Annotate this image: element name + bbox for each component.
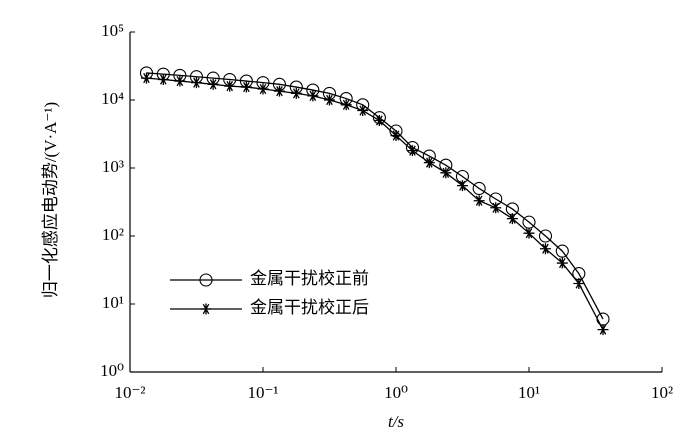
data-point [157, 74, 169, 86]
x-tick-label: 10⁰ [384, 383, 408, 402]
y-tick-label: 10² [102, 225, 124, 244]
data-point [224, 80, 236, 92]
x-axis-label: t/s [388, 412, 404, 431]
data-point [140, 72, 152, 84]
data-point [340, 99, 352, 111]
series-line [146, 72, 604, 320]
data-point [597, 324, 609, 336]
y-tick-label: 10⁰ [100, 361, 124, 380]
data-point [373, 114, 385, 126]
x-tick-label: 10⁻² [114, 383, 145, 402]
y-tick-label: 10⁵ [101, 21, 124, 40]
data-point [423, 157, 435, 169]
data-point [357, 105, 369, 117]
x-tick-label: 10⁻¹ [247, 383, 278, 402]
legend-label: 金属干扰校正前 [250, 269, 369, 288]
data-point [573, 278, 585, 290]
data-point [440, 167, 452, 179]
data-point [472, 181, 486, 196]
x-tick-label: 10¹ [518, 383, 540, 402]
data-point [556, 257, 568, 269]
data-point [323, 94, 335, 106]
data-point [257, 83, 269, 95]
data-point [523, 227, 535, 239]
legend-marker [199, 273, 213, 287]
data-point [538, 229, 553, 243]
legend-marker [200, 303, 212, 315]
data-point [240, 81, 252, 93]
data-point [506, 213, 518, 225]
data-point [190, 77, 202, 89]
data-point [456, 180, 468, 192]
data-point [539, 243, 551, 255]
x-tick-label: 10² [651, 383, 673, 402]
data-point [473, 195, 485, 207]
y-tick-label: 10³ [102, 157, 124, 176]
y-axis-label: 归一化感应电动势/(V·A⁻¹) [41, 102, 60, 298]
data-point [307, 90, 319, 102]
data-point [555, 244, 569, 258]
data-point [207, 78, 219, 90]
data-point [290, 87, 302, 99]
data-point [390, 130, 402, 142]
data-point [273, 85, 285, 97]
legend-label: 金属干扰校正后 [250, 298, 369, 317]
data-point [174, 75, 186, 87]
y-tick-label: 10⁴ [101, 89, 124, 108]
y-tick-label: 10¹ [102, 293, 124, 312]
series-line [146, 77, 604, 330]
data-point [406, 145, 418, 157]
data-point [490, 202, 502, 214]
